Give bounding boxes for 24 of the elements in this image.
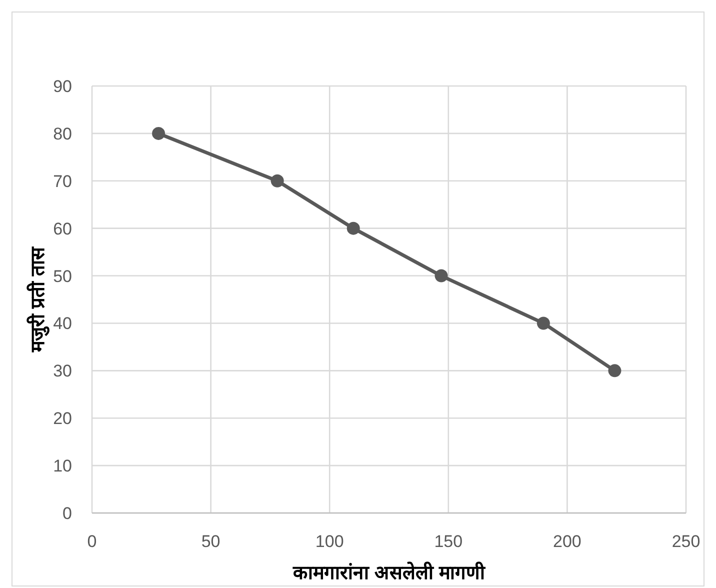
- y-tick-label: 60: [53, 219, 72, 238]
- y-tick-label: 40: [53, 314, 72, 334]
- x-tick-label: 50: [201, 532, 220, 551]
- y-tick-label: 0: [62, 504, 72, 523]
- y-tick-label: 20: [53, 409, 72, 428]
- y-tick-label: 70: [53, 172, 72, 191]
- x-tick-label: 150: [434, 532, 463, 551]
- point: [608, 364, 622, 378]
- point: [536, 316, 550, 330]
- point: [434, 269, 448, 282]
- point: [346, 222, 360, 235]
- point: [152, 126, 166, 140]
- y-tick-label: 80: [53, 124, 72, 144]
- x-tick-label: 100: [315, 532, 344, 551]
- point: [270, 174, 284, 188]
- y-tick-label: 90: [53, 77, 72, 96]
- x-tick-label: 250: [672, 532, 700, 551]
- y-tick-label: 50: [53, 266, 72, 286]
- y-tick-label: 10: [53, 456, 72, 476]
- x-tick-label: 200: [553, 532, 582, 551]
- y-tick-label: 30: [53, 362, 72, 381]
- y-axis-title: मजुरी प्रती तास: [26, 246, 50, 353]
- x-tick-label: 0: [87, 532, 97, 551]
- x-axis-title: कामगारांना असलेली मागणी: [292, 561, 486, 584]
